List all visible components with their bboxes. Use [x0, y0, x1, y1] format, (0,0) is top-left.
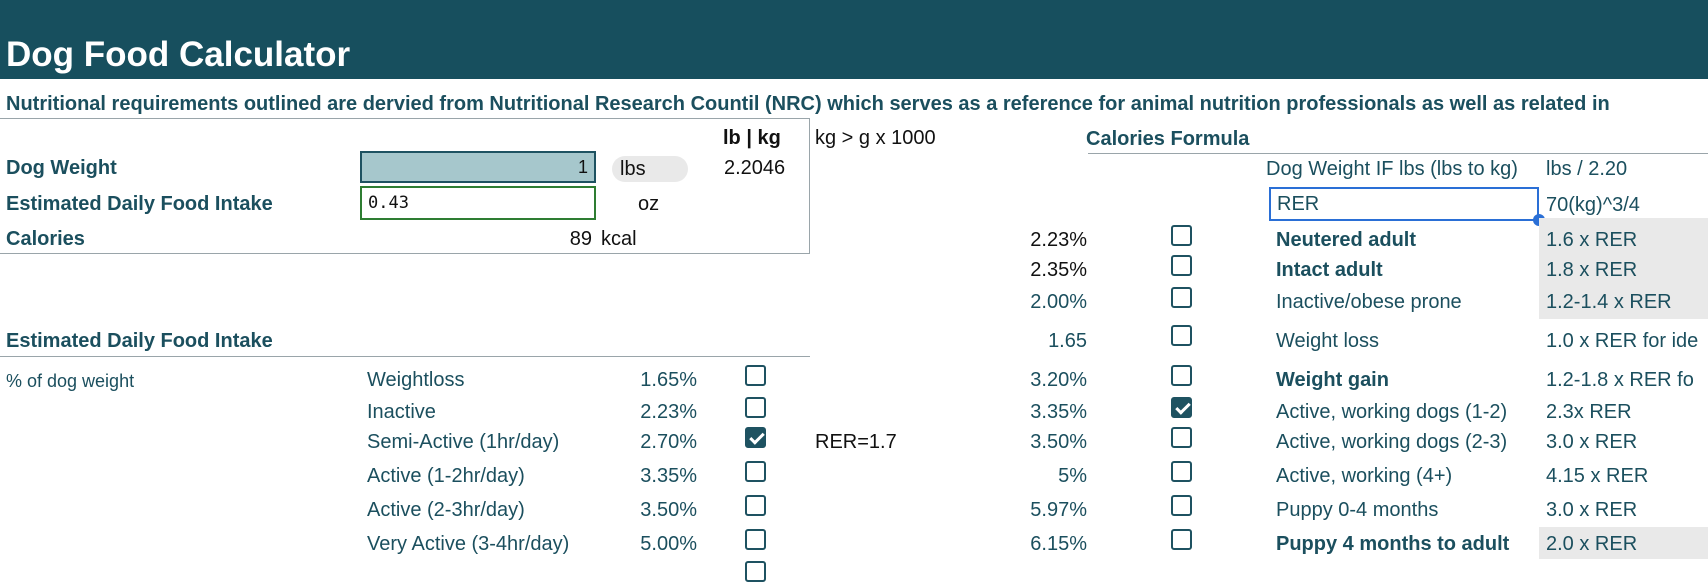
activity-pct: 3.35% — [640, 465, 697, 487]
rer-cell[interactable]: RER — [1269, 187, 1539, 221]
unit-dropdown[interactable]: lbs — [612, 156, 688, 182]
formula-row-value: 1.2-1.8 x RER fo — [1546, 369, 1694, 391]
formula-checkbox[interactable] — [1171, 255, 1192, 276]
formula-row-value: 1.6 x RER — [1546, 229, 1638, 251]
activity-checkbox[interactable] — [745, 561, 766, 582]
formula-pct: 2.35% — [1030, 259, 1087, 281]
lb-kg-header: lb | kg — [723, 127, 781, 149]
formula-checkbox[interactable] — [1171, 495, 1192, 516]
formula-row-value: 1.8 x RER — [1546, 259, 1638, 281]
activity-pct: 1.65% — [640, 369, 697, 391]
formula-pct: 5.97% — [1030, 499, 1087, 521]
intake-section-divider — [0, 356, 810, 357]
formula-highlight — [1539, 527, 1708, 559]
activity-checkbox[interactable] — [745, 461, 766, 482]
formula-row-label: Weight gain — [1276, 369, 1389, 391]
calc-box-top-border — [0, 118, 810, 119]
intake-field[interactable]: 0.43 — [360, 186, 596, 220]
formula-checkbox[interactable] — [1171, 325, 1192, 346]
formula-row-value: 4.15 x RER — [1546, 465, 1649, 487]
weight-if-formula: lbs / 2.20 — [1546, 158, 1628, 180]
activity-checkbox[interactable] — [745, 427, 766, 448]
pct-of-weight-label: % of dog weight — [6, 371, 135, 391]
header-bar — [0, 0, 1708, 79]
calories-label: Calories — [6, 228, 85, 250]
lb-kg-value: 2.2046 — [724, 157, 786, 179]
formula-row-label: Neutered adult — [1276, 229, 1417, 251]
formula-pct: 2.23% — [1030, 229, 1087, 251]
calc-box-bottom-border — [0, 253, 810, 254]
kg-note: kg > g x 1000 — [815, 127, 936, 149]
formula-pct: 3.20% — [1030, 369, 1087, 391]
intake-unit: oz — [638, 193, 660, 215]
activity-label: Inactive — [367, 401, 436, 423]
formula-pct: 1.65 — [1048, 330, 1087, 352]
formula-row-value: 3.0 x RER — [1546, 431, 1638, 453]
formula-row-value: 2.0 x RER — [1546, 533, 1638, 555]
formula-checkbox[interactable] — [1171, 461, 1192, 482]
formula-checkbox[interactable] — [1171, 529, 1192, 550]
formula-row-label: Puppy 4 months to adult — [1276, 533, 1510, 555]
formula-checkbox[interactable] — [1171, 225, 1192, 246]
calories-value: 89 — [569, 228, 592, 250]
formula-row-label: Weight loss — [1276, 330, 1380, 352]
formula-row-value: 1.2-1.4 x RER — [1546, 291, 1672, 313]
rer-note: RER=1.7 — [815, 431, 897, 453]
activity-checkbox[interactable] — [745, 397, 766, 418]
activity-pct: 5.00% — [640, 533, 697, 555]
formula-row-value: 3.0 x RER — [1546, 499, 1638, 521]
activity-pct: 3.50% — [640, 499, 697, 521]
formula-pct: 3.35% — [1030, 401, 1087, 423]
formula-checkbox[interactable] — [1171, 397, 1192, 418]
formula-title: Calories Formula — [1086, 128, 1250, 150]
formula-row-value: 1.0 x RER for ide — [1546, 330, 1699, 352]
subtitle-note: Nutritional requirements outlined are de… — [6, 93, 1610, 115]
formula-row-label: Active, working (4+) — [1276, 465, 1453, 487]
formula-highlight — [1539, 218, 1708, 319]
formula-row-label: Puppy 0-4 months — [1276, 499, 1439, 521]
formula-row-label: Active, working dogs (2-3) — [1276, 431, 1508, 453]
activity-checkbox[interactable] — [745, 365, 766, 386]
activity-checkbox[interactable] — [745, 495, 766, 516]
formula-row-label: Inactive/obese prone — [1276, 291, 1462, 313]
formula-row-value: 2.3x RER — [1546, 401, 1632, 423]
formula-row-label: Active, working dogs (1-2) — [1276, 401, 1508, 423]
formula-divider — [1088, 153, 1708, 154]
formula-checkbox[interactable] — [1171, 287, 1192, 308]
activity-pct: 2.70% — [640, 431, 697, 453]
intake-section-title: Estimated Daily Food Intake — [6, 330, 273, 352]
weight-if-label: Dog Weight IF lbs (lbs to kg) — [1266, 158, 1518, 180]
activity-label: Semi-Active (1hr/day) — [367, 431, 560, 453]
calc-box-right-border — [809, 118, 810, 254]
activity-label: Weightloss — [367, 369, 465, 391]
formula-pct: 6.15% — [1030, 533, 1087, 555]
activity-pct: 2.23% — [640, 401, 697, 423]
formula-checkbox[interactable] — [1171, 365, 1192, 386]
formula-row-label: Intact adult — [1276, 259, 1383, 281]
dog-weight-label: Dog Weight — [6, 157, 117, 179]
activity-label: Active (2-3hr/day) — [367, 499, 525, 521]
intake-label: Estimated Daily Food Intake — [6, 193, 273, 215]
calories-unit: kcal — [601, 228, 637, 250]
formula-pct: 2.00% — [1030, 291, 1087, 313]
formula-pct: 5% — [1058, 465, 1087, 487]
formula-pct: 3.50% — [1030, 431, 1087, 453]
activity-label: Active (1-2hr/day) — [367, 465, 525, 487]
page-title: Dog Food Calculator — [6, 35, 351, 74]
rer-formula: 70(kg)^3/4 — [1546, 194, 1640, 216]
dog-weight-input[interactable]: 1 — [360, 151, 596, 183]
activity-label: Very Active (3-4hr/day) — [367, 533, 570, 555]
formula-checkbox[interactable] — [1171, 427, 1192, 448]
activity-checkbox[interactable] — [745, 529, 766, 550]
